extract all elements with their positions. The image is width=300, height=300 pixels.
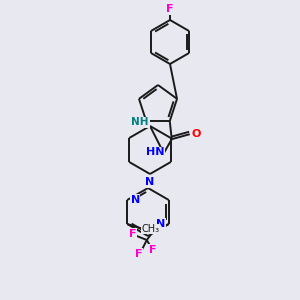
Text: N: N (146, 177, 154, 187)
Text: O: O (191, 129, 200, 139)
Text: F: F (135, 249, 142, 259)
Text: N: N (130, 195, 140, 205)
Text: NH: NH (131, 117, 149, 127)
Text: N: N (156, 219, 165, 229)
Text: CH₃: CH₃ (141, 224, 159, 234)
Text: F: F (149, 245, 157, 255)
Text: HN: HN (146, 147, 164, 157)
Text: F: F (129, 229, 136, 239)
Text: F: F (166, 4, 174, 14)
